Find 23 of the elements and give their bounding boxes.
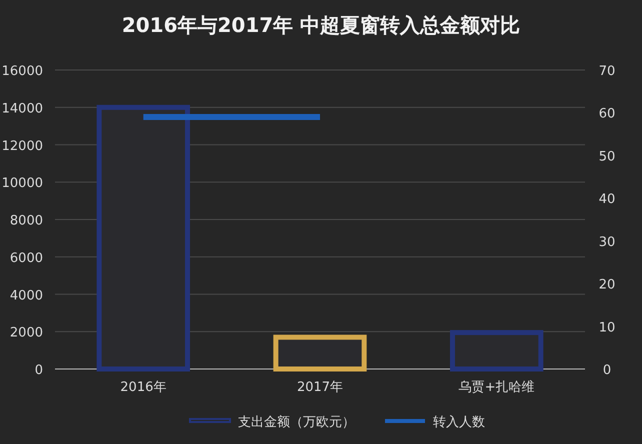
y-tick-label: 2000 [10, 326, 43, 341]
y-tick-label: 14000 [2, 101, 43, 116]
y2-tick-label: 10 [598, 320, 616, 336]
legend-label: 支出金额（万欧元） [238, 415, 355, 430]
y2-tick-label: 50 [598, 149, 616, 164]
x-tick-label: 2016年 [120, 380, 166, 395]
y-tick-label: 6000 [10, 250, 43, 266]
y2-tick-label: 0 [602, 363, 612, 378]
y2-tick-label: 70 [598, 64, 616, 79]
legend-label: 转入人数 [433, 415, 485, 430]
y2-tick-label: 30 [598, 234, 616, 250]
y-tick-label: 4000 [10, 288, 43, 304]
y-tick-label: 0 [34, 363, 43, 378]
y-tick-label: 8000 [10, 214, 43, 228]
y-tick-label: 16000 [2, 64, 43, 79]
y2-tick-label: 20 [598, 278, 616, 293]
y2-tick-label: 60 [598, 106, 616, 122]
y-tick-label: 12000 [2, 138, 43, 154]
chart-title: 2016年与2017年 中超夏窗转入总金额对比 [122, 13, 520, 37]
y2-tick-label: 40 [598, 192, 616, 208]
x-tick-label: 2017年 [296, 380, 344, 395]
x-tick-label: 乌贾+扎哈维 [458, 380, 535, 395]
y-tick-label: 10000 [2, 176, 43, 192]
